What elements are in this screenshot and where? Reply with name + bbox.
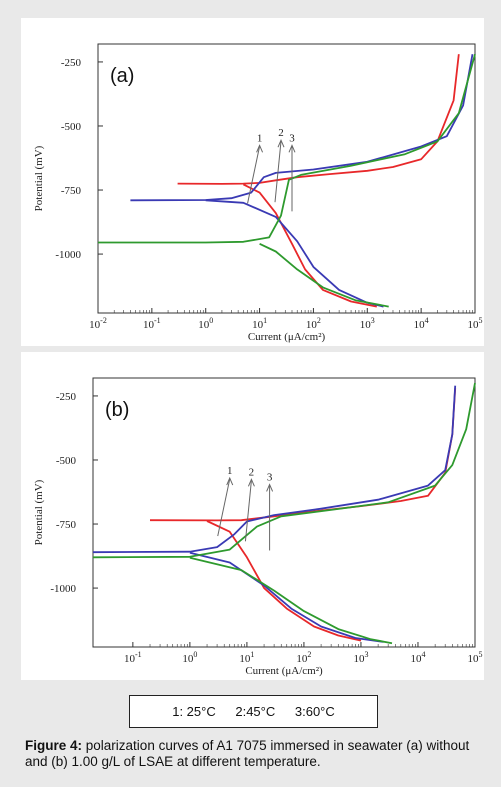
- x-tick-label: 10-2: [89, 316, 107, 331]
- chart-panel-b: -250 -500 -750 -1000 10-1 100 101 102 103 104 105 C…: [21, 352, 484, 680]
- y-tick-label: -250: [56, 391, 77, 403]
- curve-number-label: 3: [267, 471, 273, 483]
- x-tick-label: 102: [306, 316, 321, 331]
- y-tick-label: -1000: [55, 249, 81, 261]
- curve-label-arrow: [274, 141, 282, 203]
- x-tick-label: 102: [296, 650, 311, 665]
- x-tick-label: 100: [198, 316, 213, 331]
- curve-label-arrowhead: [288, 144, 296, 153]
- curve-label-arrowhead: [266, 483, 274, 492]
- x-tick-label: 103: [353, 650, 368, 665]
- curve-label-arrowhead: [256, 144, 264, 153]
- x-tick-label: 101: [252, 316, 267, 331]
- curve-number-label: 1: [227, 465, 233, 477]
- x-tick-label: 104: [410, 650, 425, 665]
- curve-label-arrowhead: [226, 476, 234, 486]
- curve-number-label: 2: [278, 127, 284, 139]
- x-tick-label: 105: [468, 650, 483, 665]
- y-tick-label: -750: [61, 185, 82, 197]
- legend-item-3: 3:60°C: [294, 704, 335, 719]
- curve-label-arrowhead: [277, 138, 285, 148]
- curve-label-arrow: [244, 480, 252, 542]
- figure-caption: Figure 4: polarization curves of A1 7075…: [25, 738, 485, 770]
- legend-item-1: 1: 25°C: [172, 704, 216, 719]
- y-tick-label: -750: [56, 519, 77, 531]
- temperature-legend: 1: 25°C 2:45°C 3:60°C: [129, 695, 378, 728]
- x-tick-label: 100: [182, 650, 197, 665]
- series-2-anodic-curve: [92, 385, 457, 554]
- y-tick-label: -250: [61, 57, 82, 69]
- y-tick-label: -500: [56, 455, 77, 467]
- chart-b-svg: -250 -500 -750 -1000 10-1 100 101 102 103 104 105 C…: [33, 377, 483, 677]
- x-tick-label: 104: [414, 316, 429, 331]
- series-2-anodic-curve: [130, 54, 474, 202]
- curve-number-label: 1: [257, 132, 263, 144]
- y-axis-label: Potential (mV): [33, 145, 45, 211]
- series-1-anodic-curve: [177, 54, 460, 185]
- series-2-cathodic-curve: [189, 551, 384, 643]
- y-axis-label: Potential (mV): [33, 479, 45, 545]
- caption-label: Figure 4:: [25, 738, 83, 753]
- x-tick-label: 10-1: [124, 650, 142, 665]
- caption-text: polarization curves of A1 7075 immersed …: [25, 738, 470, 769]
- series-3-cathodic-curve: [259, 242, 389, 308]
- series-3-anodic-curve: [92, 382, 476, 559]
- chart-panel-a: -250 -500 -750 -1000 10-2 10-1 100 101 102 103 104…: [21, 18, 484, 346]
- series-3-cathodic-curve: [189, 556, 393, 645]
- curve-number-label: 3: [289, 132, 295, 144]
- panel-label: (b): [105, 399, 129, 421]
- plot-frame: [92, 377, 476, 648]
- series-3-anodic-curve: [98, 53, 476, 244]
- x-axis-label: Current (μA/cm²): [248, 331, 326, 343]
- x-axis-label: Current (μA/cm²): [245, 665, 323, 677]
- curve-label-arrowhead: [247, 478, 255, 487]
- x-tick-label: 10-1: [143, 316, 161, 331]
- series-1-anodic-curve: [149, 388, 457, 522]
- series-2-cathodic-curve: [205, 199, 384, 308]
- series-1-cathodic-curve: [206, 520, 362, 642]
- x-tick-label: 103: [360, 316, 375, 331]
- y-tick-label: -500: [61, 121, 82, 133]
- panel-label: (a): [110, 65, 134, 87]
- curve-label-arrow: [247, 146, 261, 204]
- x-tick-label: 101: [239, 650, 254, 665]
- curve-number-label: 2: [249, 466, 255, 478]
- series-1-cathodic-curve: [242, 183, 377, 308]
- plot-frame: [97, 43, 476, 314]
- curve-label-arrow: [217, 478, 231, 537]
- x-tick-label: 105: [468, 316, 483, 331]
- chart-a-svg: -250 -500 -750 -1000 10-2 10-1 100 101 102 103 104…: [33, 43, 483, 343]
- legend-item-2: 2:45°C: [235, 704, 276, 719]
- y-tick-label: -1000: [50, 583, 76, 595]
